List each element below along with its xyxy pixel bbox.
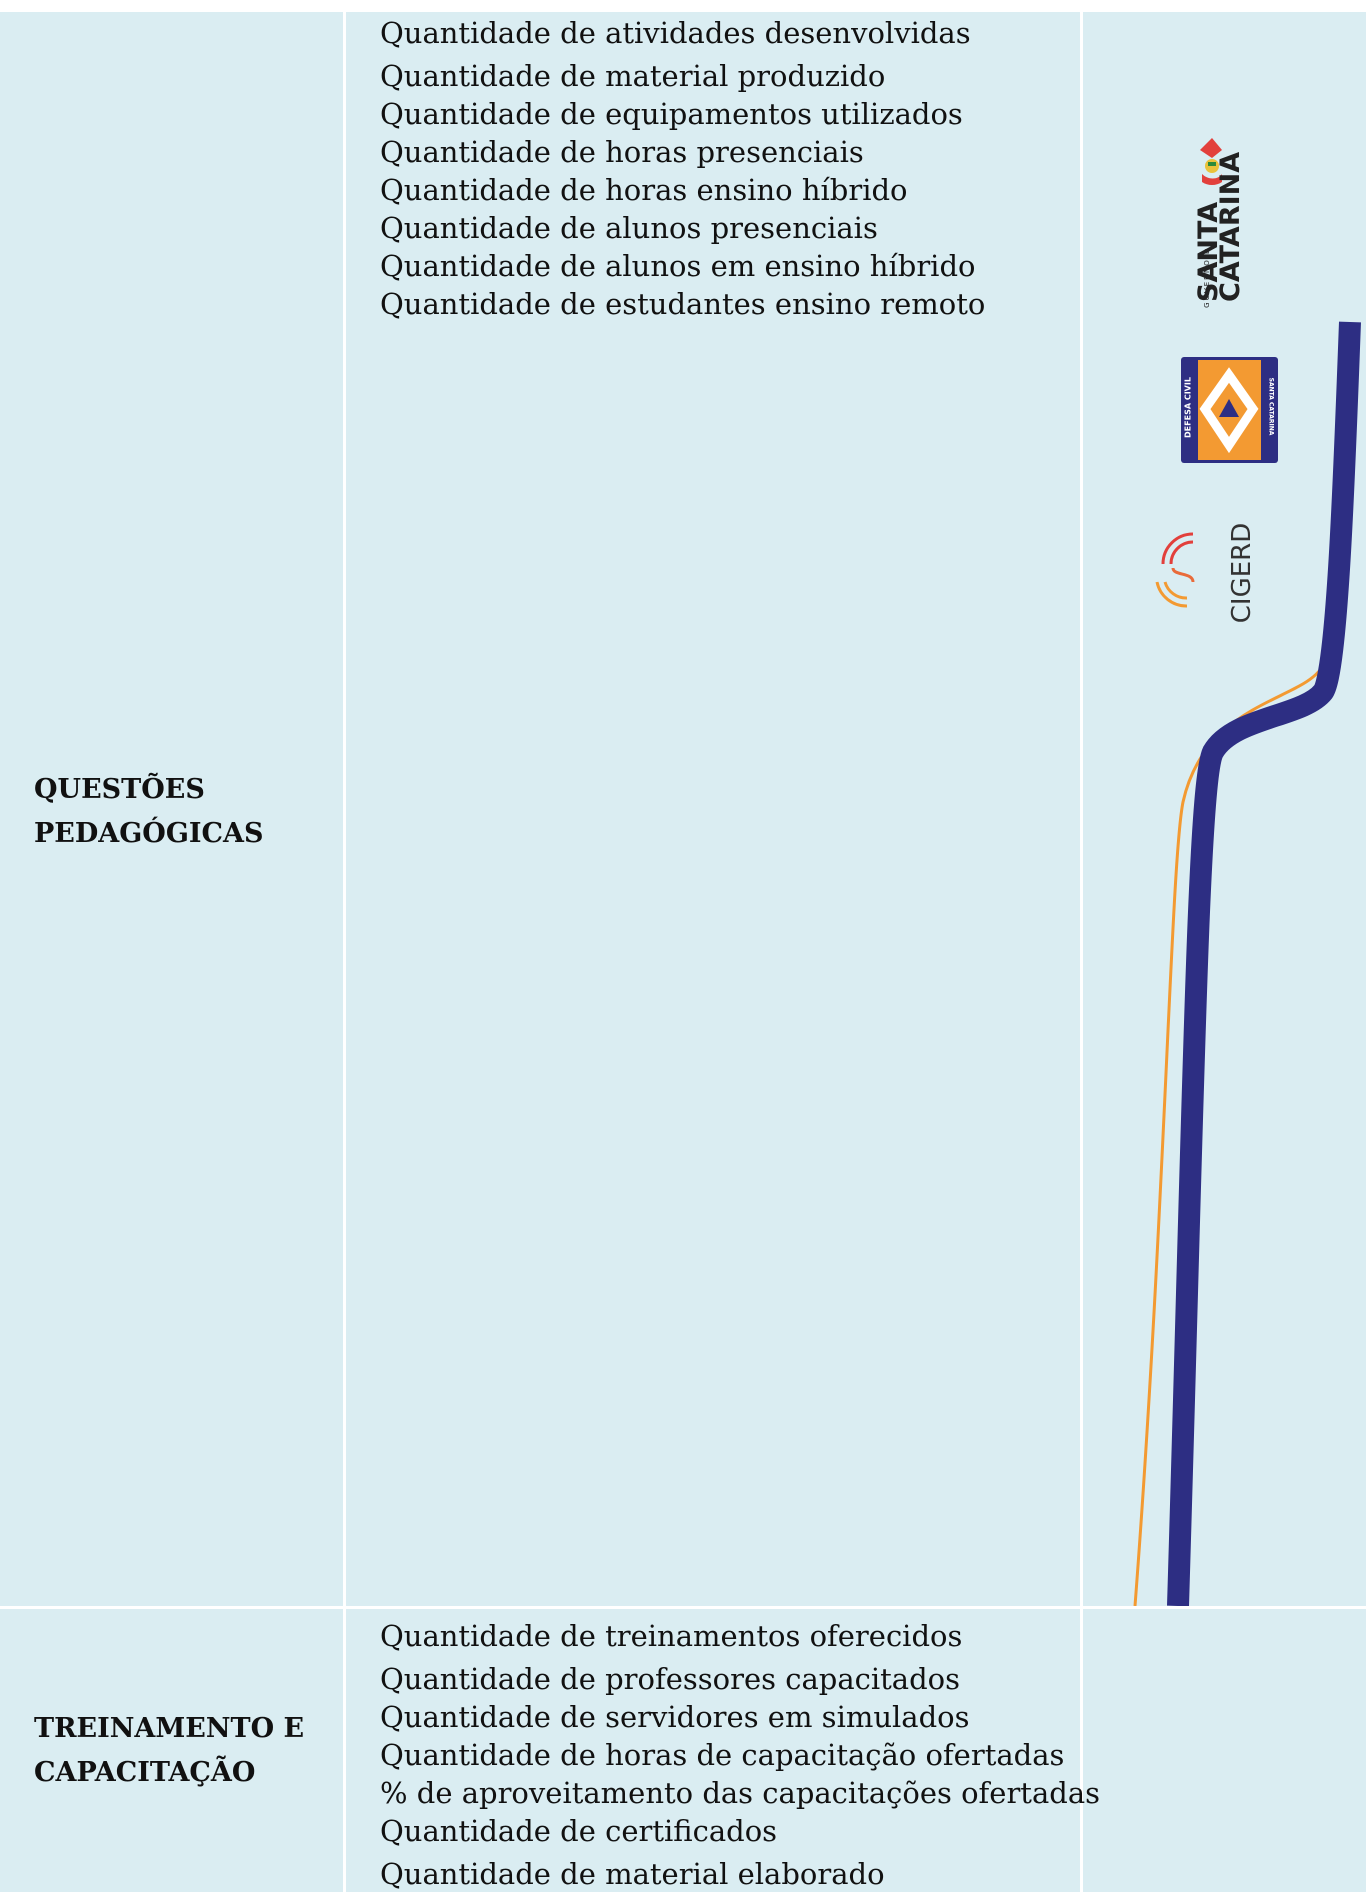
governo-santa-catarina-logo: GOVERNO DE SANTA CATARINA: [1188, 120, 1248, 310]
governo-logo-graphic: [1200, 138, 1222, 185]
indicator-item: Quantidade de horas ensino híbrido: [380, 173, 908, 207]
category-line: PEDAGÓGICAS: [34, 818, 264, 849]
column-divider: [1080, 12, 1083, 1892]
indicator-item: Quantidade de horas de capacitação ofert…: [380, 1738, 1065, 1772]
row-divider: [0, 1606, 1366, 1609]
indicator-item: Quantidade de estudantes ensino remoto: [380, 287, 986, 321]
indicator-list: Quantidade de atividades desenvolvidas Q…: [380, 14, 985, 323]
indicator-item: Quantidade de equipamentos utilizados: [380, 97, 963, 131]
logo-text-line: CATARINA: [1215, 151, 1246, 302]
logo-text: CIGERD: [1227, 522, 1257, 624]
cigerd-logo: CIGERD: [1143, 512, 1263, 632]
indicators-table: QUESTÕES PEDAGÓGICAS Quantidade de ativi…: [0, 12, 1366, 1892]
indicator-item: Quantidade de material elaborado: [380, 1857, 885, 1891]
category-line: QUESTÕES: [34, 774, 205, 805]
category-line: TREINAMENTO E: [34, 1713, 305, 1744]
category-label: TREINAMENTO E CAPACITAÇÃO: [34, 1707, 304, 1795]
indicator-item: Quantidade de horas presenciais: [380, 135, 864, 169]
indicator-item: % de aproveitamento das capacitações ofe…: [380, 1776, 1100, 1810]
decorative-curves: [1133, 321, 1361, 1606]
category-line: CAPACITAÇÃO: [34, 1757, 256, 1788]
logo-text: SANTA CATARINA: [1267, 377, 1275, 436]
defesa-civil-graphic: [1181, 357, 1278, 463]
indicator-item: Quantidade de certificados: [380, 1814, 778, 1848]
indicator-item: Quantidade de atividades desenvolvidas: [380, 16, 971, 50]
indicator-item: Quantidade de servidores em simulados: [380, 1700, 970, 1734]
indicator-list: Quantidade de treinamentos oferecidos Qu…: [380, 1617, 1100, 1893]
defesa-civil-logo: DEFESA CIVIL SANTA CATARINA: [1181, 357, 1278, 463]
indicator-item: Quantidade de material produzido: [380, 59, 886, 93]
logo-text: DEFESA CIVIL: [1183, 377, 1193, 438]
indicator-item: Quantidade de treinamentos oferecidos: [380, 1619, 963, 1653]
indicator-item: Quantidade de alunos em ensino híbrido: [380, 249, 976, 283]
navy-curve: [1167, 321, 1361, 1606]
indicator-item: Quantidade de alunos presenciais: [380, 211, 878, 245]
governo-text-block: GOVERNO DE SANTA CATARINA: [1188, 120, 1248, 310]
cigerd-graphic: [1155, 532, 1195, 608]
logo-text: SANTA CATARINA: [1193, 142, 1246, 302]
category-label: QUESTÕES PEDAGÓGICAS: [34, 768, 263, 856]
indicator-item: Quantidade de professores capacitados: [380, 1662, 960, 1696]
column-divider: [343, 12, 346, 1892]
